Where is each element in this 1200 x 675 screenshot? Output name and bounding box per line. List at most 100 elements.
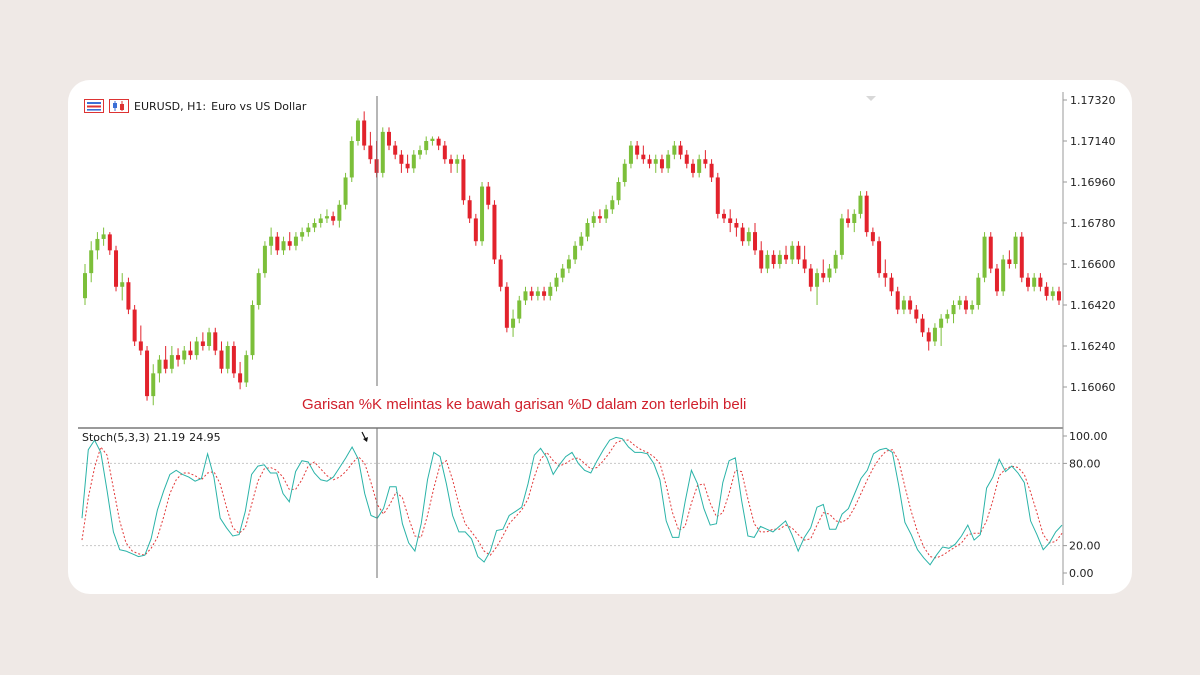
candle-bullish xyxy=(697,159,702,173)
candle-bullish xyxy=(380,131,385,173)
candle-bearish xyxy=(721,213,726,219)
candle-bullish xyxy=(281,241,286,251)
candle-bearish xyxy=(200,341,205,346)
candle-bearish xyxy=(641,154,646,160)
candle-bearish xyxy=(877,241,882,274)
candle-bullish xyxy=(566,259,571,269)
candle-bearish xyxy=(238,373,243,383)
candle-bullish xyxy=(349,141,354,178)
candle-bearish xyxy=(920,318,925,333)
arrow-head-icon xyxy=(363,437,368,442)
k-value: 21.19 xyxy=(153,431,186,444)
candle-bearish xyxy=(728,218,733,223)
stochastic-label: Stoch(5,3,3) 21.19 24.95 xyxy=(82,431,225,444)
candle-bullish xyxy=(976,277,981,305)
candle-bearish xyxy=(889,277,894,292)
candle-bearish xyxy=(684,154,689,164)
candlestick-chart-icon[interactable] xyxy=(109,99,129,113)
candle-bearish xyxy=(498,259,503,287)
price-axis-label: 1.16960 xyxy=(1070,176,1116,189)
candle-bearish xyxy=(486,186,491,205)
chart-canvas[interactable]: 1.17320 1.17140 1.16960 1.16780 1.16600 1.164… xyxy=(68,80,1132,594)
candle-bullish xyxy=(300,232,305,237)
candle-bullish xyxy=(312,223,317,228)
candle-bearish xyxy=(473,218,478,242)
candle-bullish xyxy=(622,163,627,182)
candle-bullish xyxy=(256,273,261,305)
candle-bullish xyxy=(610,200,615,210)
candle-bullish xyxy=(101,234,106,239)
candle-bullish xyxy=(1001,259,1006,292)
stoch-d-line xyxy=(81,439,1063,559)
candle-bullish xyxy=(777,254,782,264)
price-axis-label: 1.17320 xyxy=(1070,94,1116,107)
candle-bearish xyxy=(759,250,764,269)
candle-bearish xyxy=(1025,277,1030,287)
candle-bearish xyxy=(1007,259,1012,264)
candle-bearish xyxy=(988,236,993,269)
candle-bullish xyxy=(833,254,838,269)
candle-bearish xyxy=(368,145,373,160)
candle-bullish xyxy=(244,355,249,383)
candle-bearish xyxy=(145,350,150,397)
candle-bearish xyxy=(176,355,181,360)
candle-bearish xyxy=(659,159,664,169)
candle-bearish xyxy=(994,268,999,292)
price-axis-label: 1.16240 xyxy=(1070,340,1116,353)
candle-bullish xyxy=(511,318,516,328)
candle-bullish xyxy=(560,268,565,278)
candle-bearish xyxy=(808,268,813,287)
candle-bearish xyxy=(275,236,280,251)
candle-bearish xyxy=(132,309,137,342)
candle-bearish xyxy=(393,145,398,155)
candle-bullish xyxy=(250,305,255,356)
candle-bullish xyxy=(517,300,522,319)
candle-bullish xyxy=(939,318,944,328)
candle-bullish xyxy=(337,204,342,221)
candle-bearish xyxy=(802,259,807,269)
candle-bullish xyxy=(120,282,125,287)
candle-bullish xyxy=(95,238,100,251)
candle-bullish xyxy=(293,236,298,246)
chart-description: Euro vs US Dollar xyxy=(211,99,307,113)
candle-bullish xyxy=(480,186,485,242)
indicator-name: Stoch(5,3,3) xyxy=(82,431,150,444)
candle-bullish xyxy=(852,213,857,223)
candle-bearish xyxy=(362,120,367,146)
candle-bearish xyxy=(821,273,826,278)
candle-bullish xyxy=(535,291,540,296)
candle-bearish xyxy=(597,216,602,219)
candle-bullish xyxy=(411,154,416,169)
candle-bearish xyxy=(734,223,739,228)
candle-bearish xyxy=(784,254,789,260)
candle-bullish xyxy=(957,300,962,305)
candle-bullish xyxy=(585,223,590,237)
candle-bullish xyxy=(306,227,311,233)
candle-bearish xyxy=(796,245,801,260)
candle-bullish xyxy=(523,291,528,301)
candle-bearish xyxy=(635,145,640,155)
candle-bearish xyxy=(709,163,714,178)
candle-bearish xyxy=(771,254,776,264)
candle-bearish xyxy=(504,286,509,328)
candle-bullish xyxy=(418,150,423,155)
candle-bearish xyxy=(219,350,224,369)
price-axis-label: 1.16060 xyxy=(1070,381,1116,394)
stoch-axis-label: 0.00 xyxy=(1069,567,1094,580)
candle-bullish xyxy=(194,341,199,356)
candle-bullish xyxy=(858,195,863,214)
candle-bullish xyxy=(262,245,267,274)
candle-bullish xyxy=(827,268,832,278)
stoch-axis-label: 20.00 xyxy=(1069,540,1101,553)
candle-bearish xyxy=(405,163,410,169)
candle-bearish xyxy=(895,291,900,310)
candle-bearish xyxy=(753,232,758,251)
chart-symbol: EURUSD, H1: xyxy=(134,99,207,113)
candle-bullish xyxy=(157,359,162,374)
candle-bullish xyxy=(945,314,950,319)
candle-bullish xyxy=(1050,291,1055,296)
candle-bearish xyxy=(213,332,218,351)
candle-bullish xyxy=(790,245,795,260)
list-icon[interactable] xyxy=(84,99,104,113)
candle-bearish xyxy=(399,154,404,164)
